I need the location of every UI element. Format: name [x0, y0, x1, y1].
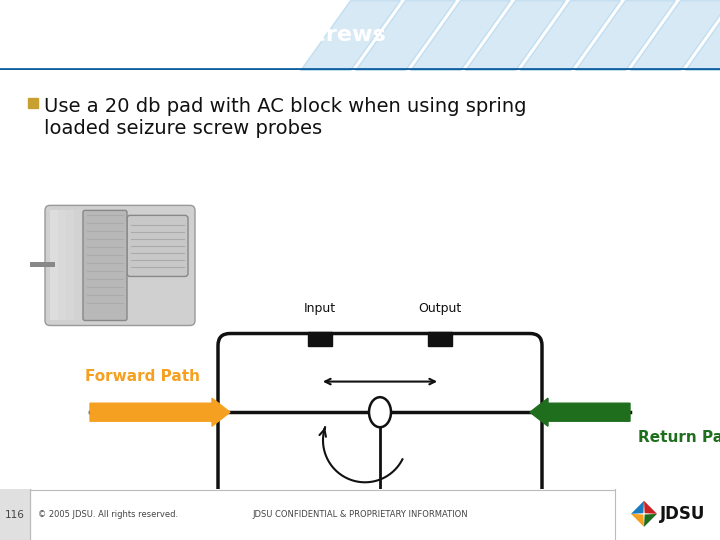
Bar — [50, 211, 58, 321]
FancyArrow shape — [530, 398, 630, 426]
Bar — [74, 211, 82, 321]
Text: Output: Output — [418, 302, 462, 315]
Bar — [90, 211, 98, 321]
FancyBboxPatch shape — [218, 334, 542, 538]
Polygon shape — [631, 514, 644, 527]
Bar — [308, 332, 332, 346]
Ellipse shape — [369, 397, 391, 427]
Bar — [58, 211, 66, 321]
Text: 116: 116 — [5, 510, 25, 520]
Text: JDSU CONFIDENTIAL & PROPRIETARY INFORMATION: JDSU CONFIDENTIAL & PROPRIETARY INFORMAT… — [252, 510, 468, 519]
FancyBboxPatch shape — [127, 215, 188, 276]
Bar — [82, 211, 90, 321]
Text: Testing at the Seizure Screws: Testing at the Seizure Screws — [14, 25, 386, 45]
Text: © 2005 JDSU. All rights reserved.: © 2005 JDSU. All rights reserved. — [38, 510, 178, 519]
Bar — [28, 98, 38, 108]
Polygon shape — [644, 501, 657, 514]
FancyBboxPatch shape — [45, 205, 195, 326]
Bar — [428, 332, 452, 346]
FancyArrow shape — [90, 398, 230, 426]
Text: JDSU: JDSU — [660, 505, 706, 523]
Polygon shape — [631, 501, 644, 514]
Bar — [98, 211, 106, 321]
Bar — [0, 489, 30, 540]
Bar — [66, 211, 74, 321]
Text: loaded seizure screw probes: loaded seizure screw probes — [44, 119, 322, 138]
Text: Use a 20 db pad with AC block when using spring: Use a 20 db pad with AC block when using… — [44, 97, 526, 116]
Text: Input: Input — [304, 302, 336, 315]
Text: Return Path: Return Path — [638, 430, 720, 445]
FancyBboxPatch shape — [83, 211, 127, 321]
Bar — [30, 262, 55, 267]
Bar — [106, 211, 114, 321]
Polygon shape — [644, 514, 657, 527]
Text: Forward Path: Forward Path — [85, 369, 200, 384]
